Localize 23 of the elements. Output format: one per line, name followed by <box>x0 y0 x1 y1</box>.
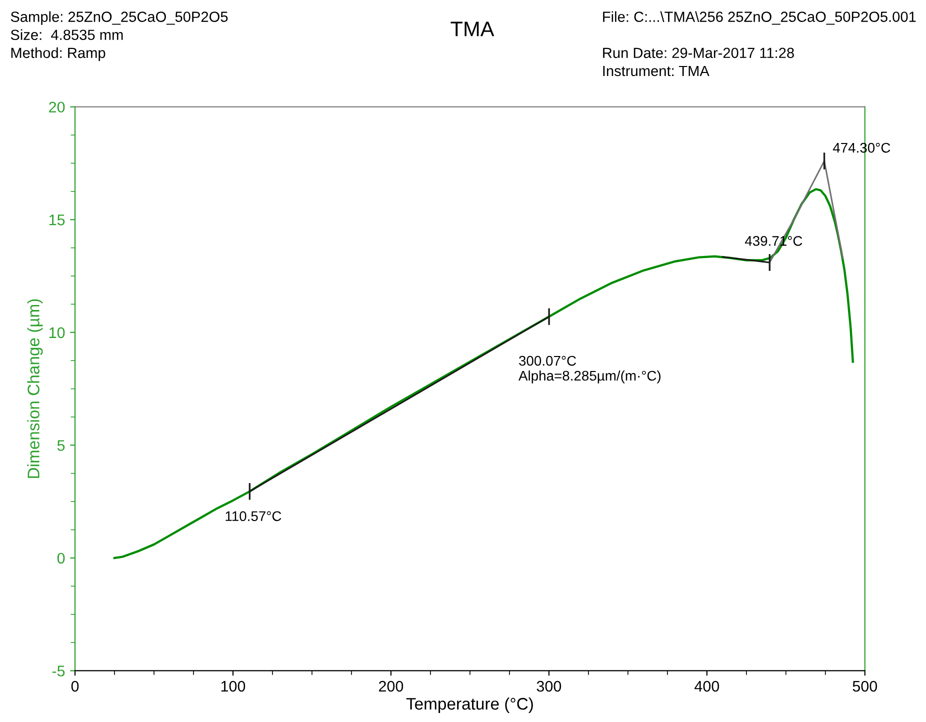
x-tick-label: 0 <box>71 680 79 692</box>
x-tick-label: 500 <box>852 680 878 692</box>
annotation: 110.57°C <box>226 511 282 522</box>
y-tick-label: 5 <box>57 440 65 451</box>
annotation: 300.07°C Alpha=8.285µm/(m·°C) <box>518 356 660 384</box>
text: File: C:...\TMA\256 25ZnO_25CaO_50P2O5.001 <box>603 11 916 25</box>
x-tick-label: 300 <box>536 680 562 692</box>
x-tick-label: 200 <box>378 680 404 692</box>
y-tick-label: 20 <box>49 102 65 113</box>
chart-title: TMA <box>450 22 494 36</box>
x-tick-label: 100 <box>221 680 246 692</box>
x-tick-label: 400 <box>694 680 720 692</box>
text: Size: 4.8535 mm <box>10 29 123 40</box>
text: Method: Ramp <box>11 47 106 61</box>
y-tick-label: 15 <box>49 214 65 226</box>
y-tick-label: 10 <box>49 327 65 338</box>
x-axis-title: Temperature (°C) <box>406 697 533 714</box>
text: Instrument: TMA <box>603 66 710 76</box>
y-tick-label: -5 <box>52 666 65 676</box>
text: Run Date: 29-Mar-2017 11:28 <box>603 48 794 58</box>
y-axis-title: Dimension Change (µm) <box>27 299 43 478</box>
y-tick-label: 0 <box>57 552 65 564</box>
text: Sample: 25ZnO_25CaO_50P2O5 <box>10 11 228 25</box>
